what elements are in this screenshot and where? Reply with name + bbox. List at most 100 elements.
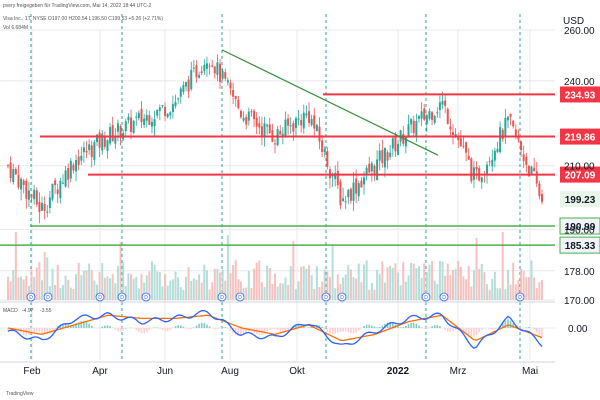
dividend-marker: [421, 292, 431, 302]
tradingview-logo: TradingView: [6, 391, 34, 397]
candle-body: [77, 156, 80, 165]
volume-bar: [496, 288, 499, 300]
macd-histogram-bar: [245, 328, 248, 333]
trendline-segment: [221, 49, 439, 156]
volume-bar: [423, 263, 426, 300]
macd-histogram-bar: [83, 320, 85, 328]
macd-histogram-bar: [62, 323, 64, 328]
candle-body: [360, 180, 363, 188]
candle-body: [88, 144, 91, 151]
dividend-marker-label: D: [238, 295, 242, 301]
volume-bar: [318, 287, 321, 300]
trendline[interactable]: [221, 49, 439, 156]
candle-body: [43, 203, 46, 211]
candle-body: [491, 159, 494, 167]
volume-bar: [315, 266, 318, 300]
volume-bar: [268, 268, 271, 300]
candle-body: [357, 183, 360, 197]
candle-body: [533, 167, 536, 172]
macd-histogram-bar: [271, 328, 274, 329]
candle-body: [376, 159, 379, 180]
candle-body: [344, 201, 347, 203]
candle-body: [25, 180, 28, 199]
time-axis[interactable]: Feb Apr Jun Aug Okt 2022 Mrz Mai: [0, 361, 555, 377]
candle-body: [75, 160, 78, 172]
candle-body: [431, 112, 434, 120]
candle-body: [22, 180, 25, 185]
macd-histogram-bar: [64, 324, 67, 328]
volume-bar: [313, 288, 316, 300]
volume-bar: [174, 271, 177, 300]
volume-bar: [493, 271, 496, 300]
volume-bar: [255, 262, 258, 300]
volume-bar: [187, 267, 190, 300]
macd-histogram-bar: [143, 328, 145, 334]
volume-bar: [365, 260, 368, 300]
candle-body: [504, 117, 507, 137]
candle-body: [174, 102, 177, 107]
volume-bar: [109, 278, 112, 300]
candle-body: [98, 132, 101, 148]
macd-histogram-bar: [85, 321, 88, 328]
price-tick-label: 240.00: [564, 77, 595, 88]
macd-histogram-bar: [391, 323, 394, 328]
macd-histogram-bar: [88, 323, 90, 328]
volume-bar: [363, 264, 365, 300]
macd-histogram-bar: [208, 326, 211, 328]
candle-body: [509, 113, 512, 117]
dividend-marker-label: D: [340, 295, 344, 301]
candle-body: [101, 133, 104, 151]
candle-body: [258, 123, 261, 128]
volume-bar: [402, 261, 405, 300]
macd-histogram-bar: [174, 326, 177, 328]
volume-bar: [368, 289, 371, 300]
volume-bar: [106, 276, 109, 300]
volume-bar: [82, 270, 85, 300]
dividend-marker: [217, 292, 227, 302]
candle-body: [263, 123, 266, 138]
macd-histogram-bar: [504, 320, 507, 328]
volume-bar: [64, 275, 67, 300]
candle-body: [114, 135, 117, 144]
macd-histogram-bar: [431, 326, 433, 328]
macd-histogram-bar: [263, 328, 266, 334]
volume-bar: [274, 273, 276, 300]
volume-label: Vol 6.684M: [3, 25, 28, 31]
candle-body: [522, 154, 525, 161]
macd-histogram-bar: [54, 328, 56, 330]
volume-bar: [535, 288, 538, 300]
candle-body: [525, 156, 528, 165]
macd-histogram-bar: [77, 322, 80, 328]
volume-bar: [145, 275, 148, 300]
candle-body: [127, 116, 130, 121]
macd-histogram-bar: [148, 328, 151, 331]
candle-body: [514, 129, 517, 137]
volume-bar: [339, 284, 342, 300]
volume-bar: [9, 281, 12, 300]
candle-body: [512, 120, 515, 127]
volume-bar: [14, 231, 17, 300]
candle-body: [289, 125, 292, 127]
candle-body: [190, 70, 193, 90]
macd-histogram-bar: [164, 328, 166, 332]
candle-body: [145, 115, 148, 121]
candle-body: [90, 145, 93, 157]
volume-bar: [344, 274, 347, 300]
volume-bar: [483, 272, 486, 300]
candle-body: [281, 133, 284, 136]
macd-histogram-bar: [449, 328, 452, 332]
macd-histogram-bar: [190, 328, 193, 329]
volume-bar: [323, 269, 326, 300]
candle-body: [433, 115, 436, 123]
candle-body: [205, 63, 208, 69]
volume-bar: [538, 282, 541, 300]
macd-histogram-bar: [509, 320, 512, 328]
macd-line: [7, 310, 543, 349]
time-tick-label: Jun: [157, 366, 173, 377]
macd-histogram-bar: [124, 328, 127, 330]
macd-histogram-bar: [321, 326, 323, 328]
volume-bar: [46, 257, 49, 300]
